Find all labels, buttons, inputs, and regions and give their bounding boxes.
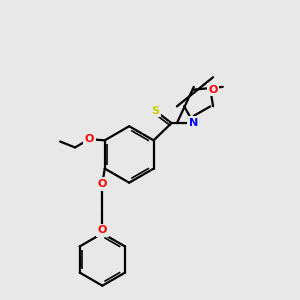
Text: O: O xyxy=(98,179,107,189)
Text: N: N xyxy=(189,118,198,128)
Text: O: O xyxy=(208,85,218,94)
Text: N: N xyxy=(189,118,198,128)
Text: O: O xyxy=(85,134,94,144)
Text: O: O xyxy=(98,225,107,236)
Text: S: S xyxy=(151,106,159,116)
